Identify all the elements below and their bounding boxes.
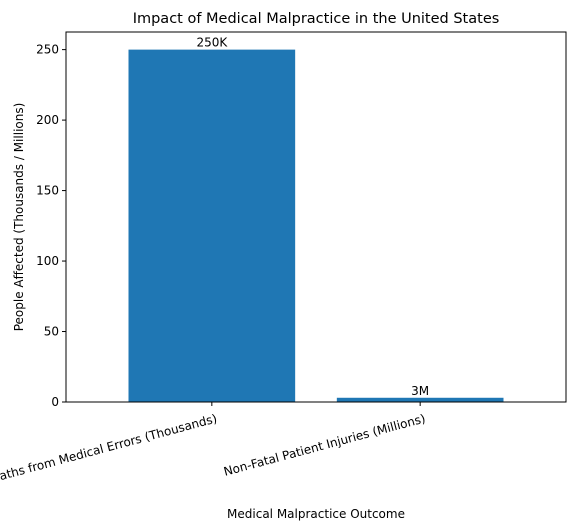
x-tick-label-2: Non-Fatal Patient Injuries (Millions) [222,411,427,478]
bars-group [128,49,504,402]
bar-1 [128,49,296,402]
y-tick-label-4: 150 [36,184,59,198]
y-tick-label-5: 200 [36,113,59,127]
x-axis-label: Medical Malpractice Outcome [227,507,405,521]
y-tick-label-6: 250 [36,43,59,57]
y-tick-label-2: 50 [44,325,59,339]
plot-area: 250K 3M [65,31,567,403]
bar-labels-group: 250K 3M [196,36,429,398]
y-tick-label-1: 0 [51,395,59,409]
y-axis-label: People Affected (Thousands / Millions) [12,103,26,332]
bar-2 [336,397,504,402]
bar-data-label-1: 250K [196,36,228,50]
plot-frame [65,31,567,403]
y-tick-label-3: 100 [36,254,59,268]
x-axis: Preventable Deaths from Medical Errors (… [0,402,427,507]
y-axis: 0 50 100 150 200 250 [36,43,66,409]
chart-title: Impact of Medical Malpractice in the Uni… [133,11,500,27]
x-tick-label-1: Preventable Deaths from Medical Errors (… [0,411,219,507]
bar-data-label-2: 3M [411,384,429,398]
